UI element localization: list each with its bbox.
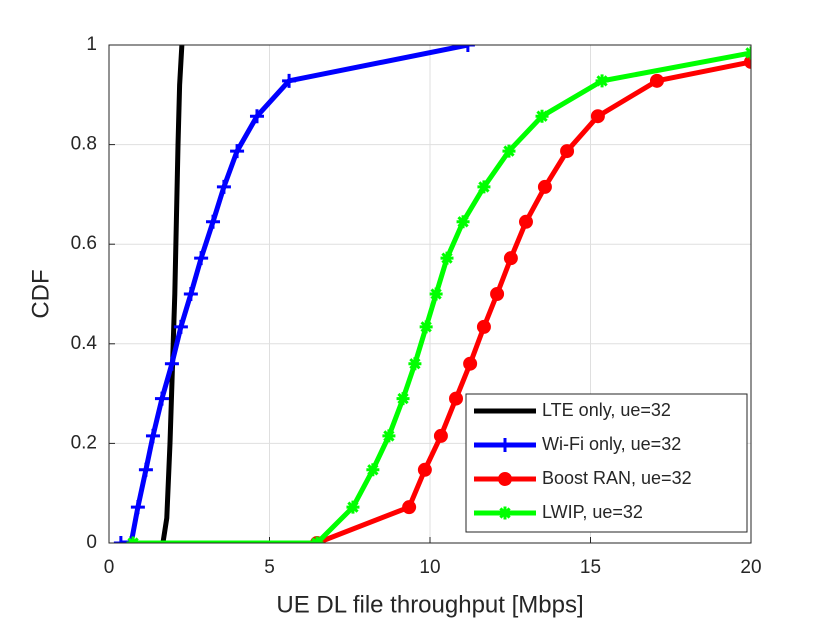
- marker: [449, 391, 464, 406]
- marker: [206, 214, 221, 229]
- y-tick-label: 0.6: [71, 233, 97, 254]
- marker: [429, 287, 443, 301]
- x-tick-label: 20: [740, 557, 761, 578]
- marker: [230, 144, 245, 159]
- marker: [477, 180, 491, 194]
- series-line: [133, 50, 751, 543]
- marker: [124, 536, 139, 543]
- legend: LTE only, ue=32 Wi-Fi only, ue=32 Boost RA…: [465, 393, 748, 533]
- legend-label: LWIP, ue=32: [542, 502, 643, 522]
- marker: [503, 251, 518, 266]
- marker: [154, 391, 169, 406]
- y-tick-label: 0: [86, 532, 97, 553]
- marker: [130, 500, 145, 515]
- marker: [744, 54, 751, 69]
- legend-item: Wi-Fi only, ue=32: [474, 434, 681, 454]
- marker: [194, 251, 209, 266]
- marker: [456, 215, 470, 229]
- marker: [145, 428, 160, 443]
- x-axis-label: UE DL file throughput [Mbps]: [276, 591, 583, 618]
- marker: [649, 73, 664, 88]
- marker: [460, 45, 475, 52]
- marker: [282, 73, 297, 88]
- legend-item: LTE only, ue=32: [474, 400, 671, 420]
- y-tick-label: 0.2: [71, 432, 97, 453]
- marker: [537, 179, 552, 194]
- marker: [402, 500, 417, 515]
- x-tick-label: 10: [419, 557, 440, 578]
- marker: [433, 428, 448, 443]
- marker: [490, 287, 505, 301]
- y-tick-label: 1: [86, 34, 97, 55]
- series-line: [120, 45, 469, 543]
- marker: [216, 179, 231, 194]
- marker: [498, 438, 512, 452]
- marker: [498, 472, 512, 486]
- marker: [417, 462, 432, 477]
- legend-item: LWIP, ue=32: [474, 502, 643, 522]
- marker: [173, 319, 188, 334]
- marker: [249, 109, 264, 124]
- x-tick-label: 5: [264, 557, 275, 578]
- x-tick-label: 15: [580, 557, 601, 578]
- axes-box: [108, 44, 752, 544]
- marker: [590, 109, 605, 124]
- y-axis-label: CDF: [27, 269, 54, 318]
- legend-box: [465, 393, 748, 533]
- marker: [164, 356, 179, 371]
- marker: [535, 109, 549, 123]
- legend-label: Boost RAN, ue=32: [542, 468, 692, 488]
- marker: [463, 356, 478, 371]
- marker: [498, 506, 512, 520]
- marker: [595, 74, 609, 88]
- marker: [366, 463, 380, 477]
- x-tick-label: 0: [104, 557, 115, 578]
- y-tick-label: 0.4: [71, 333, 98, 354]
- legend-label: Wi-Fi only, ue=32: [542, 434, 681, 454]
- marker: [138, 462, 153, 477]
- marker: [346, 500, 360, 514]
- legend-label: LTE only, ue=32: [542, 400, 671, 420]
- marker: [408, 357, 422, 371]
- marker: [419, 320, 433, 334]
- marker: [502, 144, 516, 158]
- marker: [113, 536, 128, 543]
- y-tick-label: 0.8: [71, 134, 97, 155]
- series-line: [160, 45, 185, 543]
- marker: [382, 429, 396, 443]
- marker: [560, 144, 575, 159]
- marker: [440, 251, 454, 265]
- marker: [183, 287, 198, 301]
- marker: [396, 392, 410, 406]
- marker: [518, 214, 533, 229]
- legend-item: Boost RAN, ue=32: [474, 468, 692, 488]
- marker: [476, 319, 491, 334]
- plot-area: [113, 45, 751, 543]
